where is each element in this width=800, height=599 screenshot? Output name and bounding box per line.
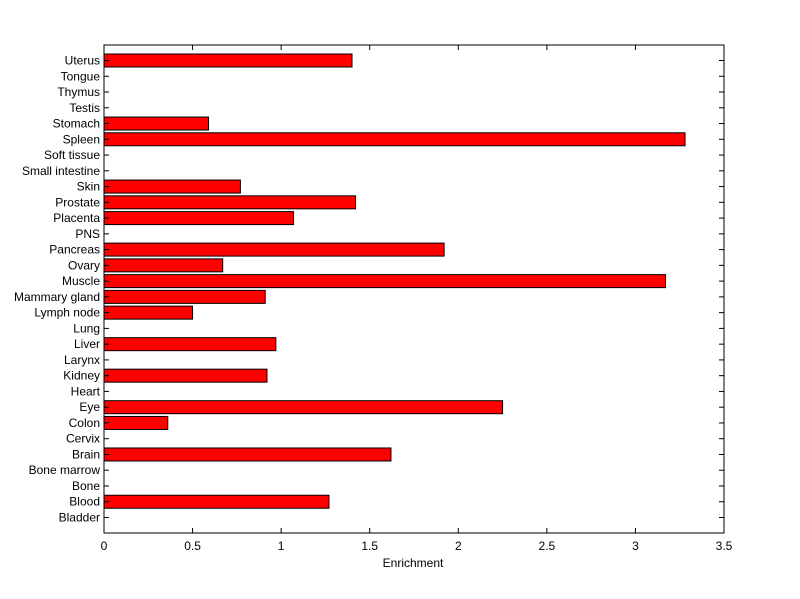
x-tick-label-3: 3 bbox=[632, 539, 639, 553]
y-tick-label-testis: Testis bbox=[69, 101, 100, 115]
y-tick-label-muscle: Muscle bbox=[62, 274, 100, 288]
y-tick-label-brain: Brain bbox=[72, 447, 100, 461]
y-tick-label-bone-marrow: Bone marrow bbox=[29, 463, 101, 477]
y-tick-label-liver: Liver bbox=[74, 337, 100, 351]
bar-liver bbox=[103, 337, 277, 352]
y-tick-label-prostate: Prostate bbox=[55, 195, 100, 209]
y-tick-label-thymus: Thymus bbox=[57, 85, 100, 99]
bar-skin bbox=[103, 179, 241, 194]
bar-eye bbox=[103, 400, 504, 415]
x-tick-label-2-5: 2.5 bbox=[539, 539, 556, 553]
x-tick-label-1-5: 1.5 bbox=[361, 539, 378, 553]
bar-blood bbox=[103, 494, 330, 509]
bar-ovary bbox=[103, 258, 224, 273]
y-tick-label-bone: Bone bbox=[72, 479, 100, 493]
bar-muscle bbox=[103, 274, 667, 289]
x-tick-label-3-5: 3.5 bbox=[716, 539, 733, 553]
x-tick-label-0: 0 bbox=[101, 539, 108, 553]
x-tick-label-1: 1 bbox=[278, 539, 285, 553]
y-tick-label-kidney: Kidney bbox=[63, 369, 100, 383]
y-tick-label-lymph-node: Lymph node bbox=[34, 306, 100, 320]
y-tick-label-pns: PNS bbox=[75, 227, 100, 241]
y-tick-label-bladder: Bladder bbox=[59, 511, 100, 525]
y-tick-label-soft-tissue: Soft tissue bbox=[44, 148, 100, 162]
bar-brain bbox=[103, 447, 392, 462]
y-tick-label-small-intestine: Small intestine bbox=[22, 164, 100, 178]
bar-prostate bbox=[103, 195, 357, 210]
y-tick-label-stomach: Stomach bbox=[53, 117, 100, 131]
y-tick-label-placenta: Placenta bbox=[53, 211, 100, 225]
bars-group bbox=[103, 53, 686, 509]
y-tick-label-pancreas: Pancreas bbox=[49, 243, 100, 257]
y-tick-label-spleen: Spleen bbox=[63, 132, 100, 146]
y-tick-label-skin: Skin bbox=[77, 180, 100, 194]
y-tick-label-larynx: Larynx bbox=[64, 353, 100, 367]
y-tick-label-blood: Blood bbox=[69, 495, 100, 509]
bar-kidney bbox=[103, 368, 268, 383]
y-tick-label-ovary: Ovary bbox=[68, 258, 100, 272]
y-tick-label-heart: Heart bbox=[71, 384, 101, 398]
bar-lymph-node bbox=[103, 305, 194, 320]
x-tick-label-2: 2 bbox=[455, 539, 462, 553]
y-tick-label-colon: Colon bbox=[69, 416, 100, 430]
bar-uterus bbox=[103, 53, 353, 68]
bar-colon bbox=[103, 415, 169, 430]
y-tick-label-eye: Eye bbox=[79, 400, 100, 414]
y-tick-label-lung: Lung bbox=[73, 321, 100, 335]
x-axis-ticks: 0 0.5 1 1.5 2 2.5 3 3.5 bbox=[101, 45, 733, 553]
bar-stomach bbox=[103, 116, 210, 131]
y-tick-label-uterus: Uterus bbox=[65, 54, 100, 68]
bar-pancreas bbox=[103, 242, 445, 257]
y-tick-label-mammary-gland: Mammary gland bbox=[14, 290, 100, 304]
y-tick-label-tongue: Tongue bbox=[61, 69, 101, 83]
bar-mammary-gland bbox=[103, 289, 266, 304]
bar-spleen bbox=[103, 132, 686, 147]
bar-placenta bbox=[103, 211, 295, 226]
y-tick-label-cervix: Cervix bbox=[66, 432, 100, 446]
x-axis-title: Enrichment bbox=[383, 556, 444, 570]
x-tick-label-0-5: 0.5 bbox=[184, 539, 201, 553]
